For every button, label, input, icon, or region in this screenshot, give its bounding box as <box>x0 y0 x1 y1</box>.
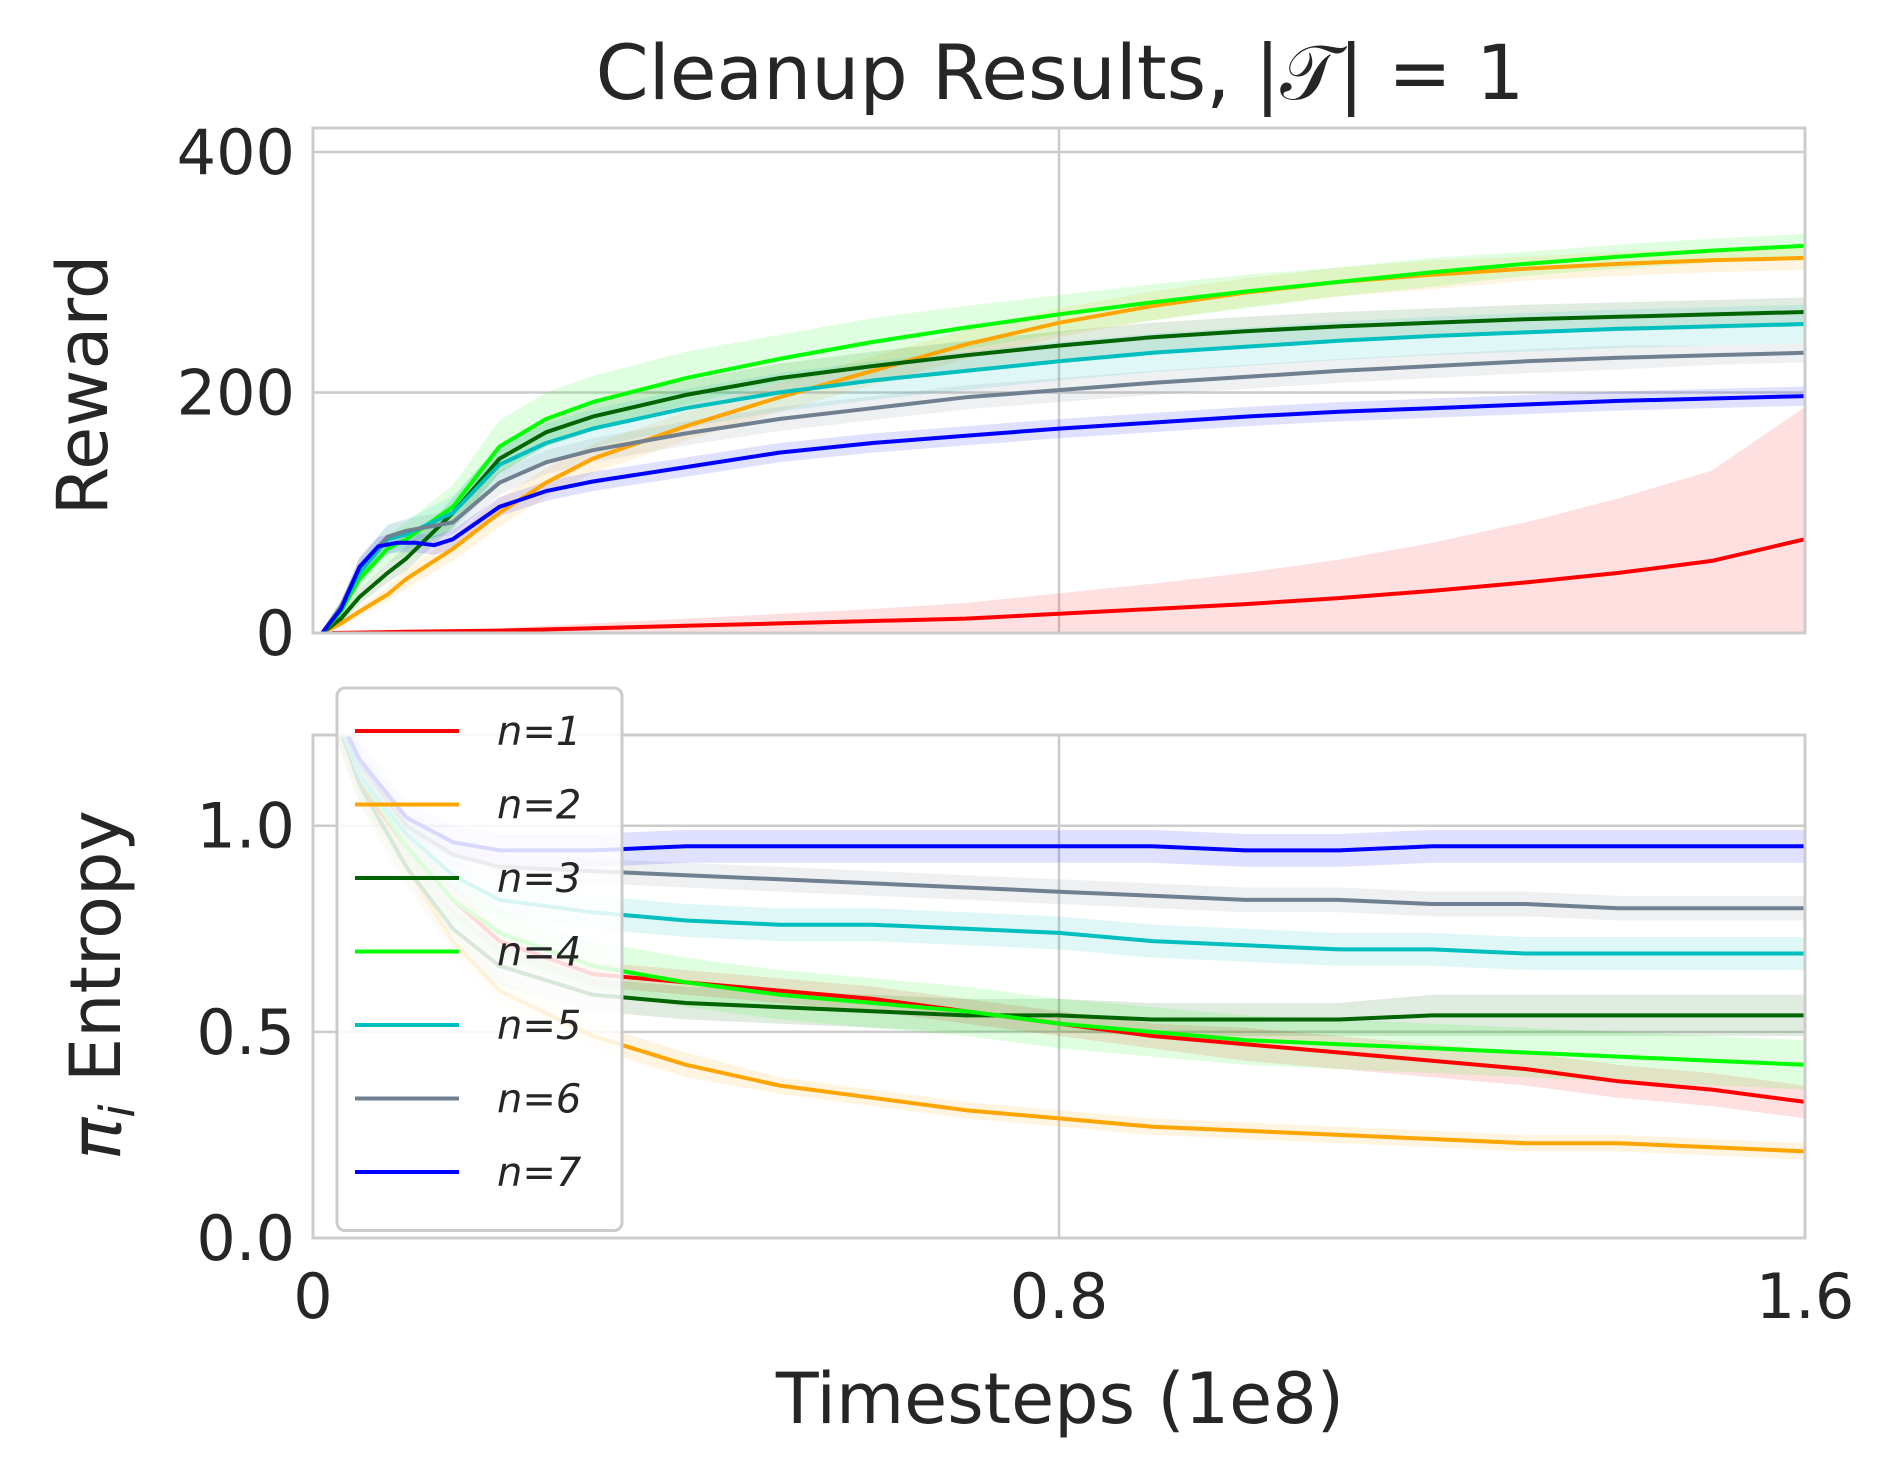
top-series-group <box>320 233 1805 633</box>
bottom-y-tick-label: 1.0 <box>196 790 295 863</box>
top-y-tick-label: 0 <box>256 597 295 670</box>
bottom-band-n=1 <box>334 735 1805 1119</box>
bottom-x-tick-label: 0 <box>293 1260 332 1333</box>
top-y-tick-label: 200 <box>177 357 295 430</box>
top-y-axis-label: Reward <box>42 255 124 516</box>
top-line-n=6 <box>320 350 1805 633</box>
x-axis-label: Timesteps (1e8) <box>775 1358 1344 1440</box>
bottom-axes-frame <box>311 733 1807 1240</box>
legend-label: n=5 <box>497 1003 581 1049</box>
bottom-x-tick-label: 1.6 <box>1756 1260 1855 1333</box>
top-line-n=5 <box>320 322 1805 633</box>
legend-label: n=1 <box>497 709 581 755</box>
top-line-n=2 <box>321 255 1805 633</box>
bottom-y-axis-label: πi Entropy <box>55 810 146 1160</box>
top-line-n=7 <box>320 394 1805 633</box>
top-axes-frame <box>311 126 1807 635</box>
chart-title: Cleanup Results, |𝒯| = 1 <box>596 28 1525 118</box>
bottom-y-tick-label: 0.5 <box>196 996 295 1069</box>
legend-label: n=3 <box>497 856 581 902</box>
bottom-band-n=7 <box>337 735 1805 867</box>
bottom-band-n=4 <box>334 735 1805 1090</box>
pi-subscript: i <box>90 1104 146 1118</box>
legend-box <box>335 686 624 1232</box>
bottom-band-n=3 <box>334 735 1805 1036</box>
top-band-n=7 <box>322 386 1805 633</box>
top-line-n=3 <box>321 310 1805 633</box>
legend: n=1 n=2 n=3 n=4 n=5 n=6 n=7 <box>335 686 624 1232</box>
top-panel: 0 200 400 <box>177 116 1807 670</box>
bottom-x-tick-label: 0.8 <box>1010 1260 1109 1333</box>
legend-label: n=6 <box>497 1077 581 1123</box>
bottom-band-n=5 <box>336 735 1805 971</box>
legend-label: n=7 <box>497 1150 582 1196</box>
top-band-n=6 <box>322 343 1805 633</box>
legend-label: n=4 <box>497 930 581 976</box>
pi-symbol: π <box>55 1116 137 1160</box>
top-band-n=5 <box>322 304 1805 633</box>
entropy-word: Entropy <box>55 810 137 1104</box>
top-band-n=3 <box>322 297 1805 633</box>
top-line-n=1 <box>331 537 1805 633</box>
top-band-n=1 <box>331 406 1805 633</box>
top-y-tick-label: 400 <box>177 116 295 189</box>
legend-label: n=2 <box>497 783 581 829</box>
bottom-y-tick-label: 0.0 <box>196 1202 295 1275</box>
